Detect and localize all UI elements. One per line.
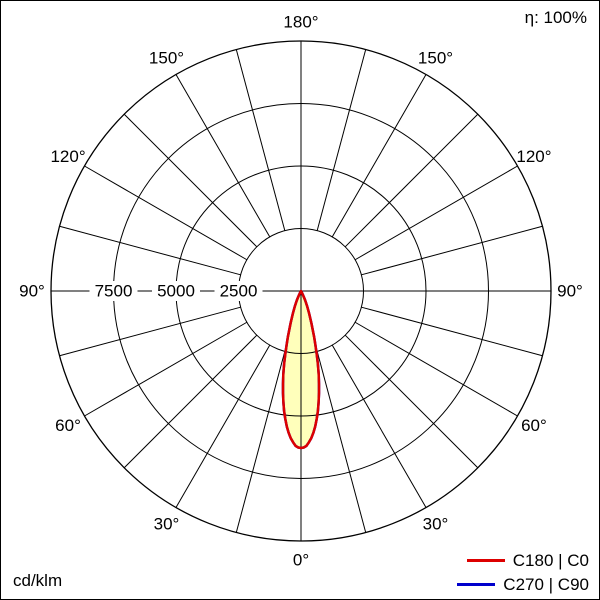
angle-label: 30° <box>423 514 449 533</box>
legend: C180 | C0 C270 | C90 <box>457 552 589 593</box>
grid-spoke <box>316 49 367 231</box>
grid-spoke <box>84 165 248 261</box>
grid-spoke <box>344 113 479 248</box>
grid-spoke <box>123 334 258 469</box>
legend-item-c90-c270: C270 | C90 <box>457 576 589 593</box>
angle-label: 120° <box>516 147 551 166</box>
grid-spoke <box>354 321 518 417</box>
angle-label: 150° <box>149 49 184 68</box>
angle-label: 0° <box>293 551 309 570</box>
angle-label: 60° <box>55 416 81 435</box>
grid-spoke <box>331 74 427 238</box>
legend-line-blue-icon <box>457 583 496 586</box>
grid-spoke <box>235 49 286 231</box>
angle-label: 90° <box>19 282 45 301</box>
efficiency-label: η: 100% <box>524 8 587 27</box>
legend-item-c0-c180: C180 | C0 <box>457 552 589 569</box>
legend-label-c0-c180: C180 | C0 <box>512 551 589 570</box>
angle-label: 150° <box>418 49 453 68</box>
grid-spoke <box>59 306 241 357</box>
grid-spoke <box>59 225 241 276</box>
radial-tick-label: 5000 <box>157 282 195 301</box>
curve-c180-c0 <box>281 289 321 450</box>
angle-label: 180° <box>283 13 318 32</box>
unit-label: cd/klm <box>13 571 63 590</box>
grid-spoke <box>175 74 271 238</box>
grid-spoke <box>123 113 258 248</box>
grid-spoke <box>235 351 286 533</box>
tick-label-bg <box>89 281 138 301</box>
radial-tick-label: 7500 <box>95 282 133 301</box>
grid-spoke <box>175 344 271 508</box>
grid-spoke <box>344 334 479 469</box>
grid-spoke <box>361 225 543 276</box>
angle-label: 30° <box>154 514 180 533</box>
grid-spoke <box>361 306 543 357</box>
legend-line-red-icon <box>466 559 505 562</box>
angle-label: 60° <box>521 416 547 435</box>
grid-spoke <box>316 351 367 533</box>
radial-tick-label: 2500 <box>220 282 258 301</box>
grid-spoke <box>84 321 248 417</box>
angle-label: 90° <box>557 282 583 301</box>
grid-spoke <box>331 344 427 508</box>
tick-label-bg <box>152 281 200 301</box>
angle-label: 120° <box>50 147 85 166</box>
tick-label-bg <box>214 281 263 301</box>
legend-label-c90-c270: C270 | C90 <box>503 575 589 594</box>
grid-spoke <box>354 165 518 261</box>
